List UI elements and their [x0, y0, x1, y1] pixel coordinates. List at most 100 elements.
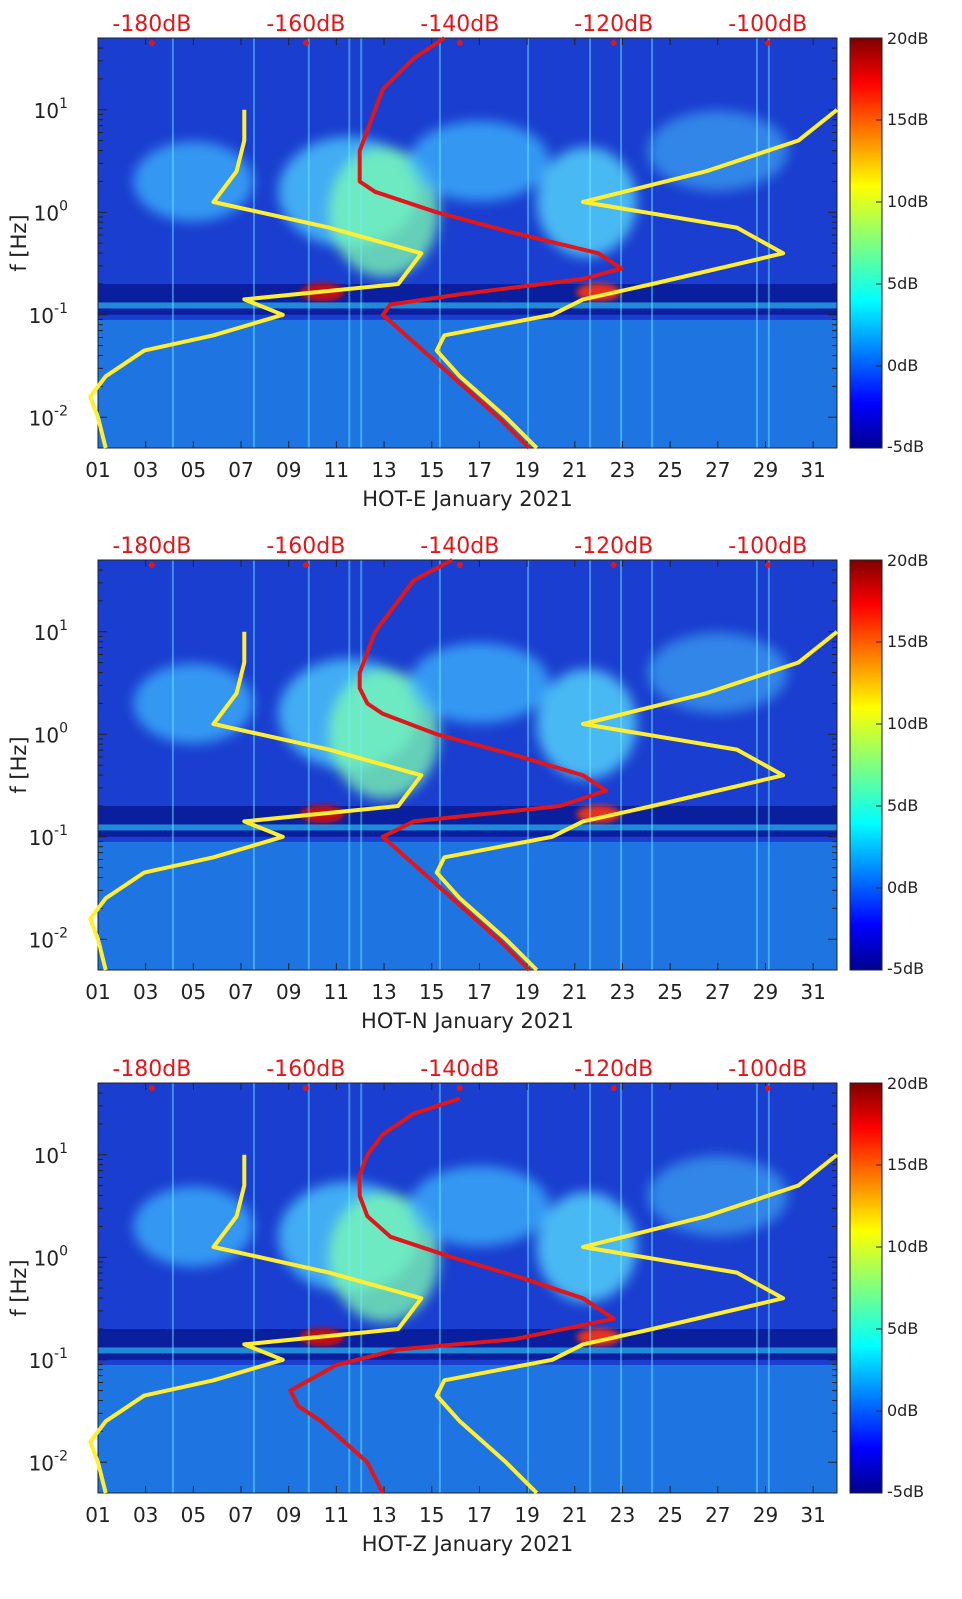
x-tick-label: 23: [610, 980, 635, 1004]
y-tick-label: 101: [34, 618, 68, 645]
panel-3: 01 03 05 07 09 11 13 15 17 19 21 23 25 27 29 31 HOT-Z Ja…: [7, 1057, 929, 1556]
x-tick-label: 09: [276, 458, 301, 482]
colorbar-tick-label: 10dB: [887, 714, 929, 733]
event-streak: [767, 38, 770, 448]
x-tick-label: 21: [562, 1503, 587, 1527]
x-tick-label: 01: [85, 980, 110, 1004]
event-streak: [651, 38, 654, 448]
spectrogram-quiet-band: [98, 284, 837, 315]
db-tick-mark: [610, 1085, 617, 1091]
x-axis-title: HOT-Z January 2021: [362, 1532, 574, 1556]
y-tick-label: 10-2: [29, 925, 68, 952]
db-tick-mark: [764, 562, 771, 568]
event-streak: [620, 560, 623, 970]
colorbar-tick-label: 15dB: [887, 1155, 929, 1174]
event-streak: [348, 38, 351, 448]
colorbar-tick-label: 5dB: [887, 274, 918, 293]
energy-patch: [409, 121, 550, 201]
spectrogram-heatmap: [98, 560, 837, 970]
x-tick-label: 05: [181, 980, 206, 1004]
noise-curve-2: [434, 108, 839, 450]
db-tick-label: -120dB: [574, 1057, 653, 1082]
db-tick-label: -160dB: [266, 1057, 345, 1082]
db-tick-label: -100dB: [728, 534, 807, 559]
y-tick-label: 100: [34, 720, 68, 747]
x-tick-label: 03: [133, 1503, 158, 1527]
event-streak: [360, 1083, 363, 1493]
energy-patch: [329, 1192, 440, 1323]
db-tick-label: -140dB: [420, 12, 499, 37]
energy-patch: [133, 141, 254, 222]
event-streak: [527, 560, 530, 970]
x-tick-label: 13: [371, 458, 396, 482]
colorbar-tick-label: 5dB: [887, 1319, 918, 1338]
event-streak: [438, 560, 441, 970]
x-tick-label: 09: [276, 980, 301, 1004]
event-streak: [252, 38, 255, 448]
y-tick-label: 101: [34, 1141, 68, 1168]
colorbar-gradient: [849, 37, 883, 449]
colorbar-tick-label: 15dB: [887, 632, 929, 651]
panel-2: 01 03 05 07 09 11 13 15 17 19 21 23 25 27 29 31 HOT-N Ja…: [7, 534, 929, 1033]
x-tick-label: 17: [467, 458, 492, 482]
x-tick-label: 21: [562, 458, 587, 482]
event-streak: [307, 38, 310, 448]
db-tick-label: -100dB: [728, 12, 807, 37]
y-axis-title: f [Hz]: [7, 736, 31, 793]
noise-curve-3: [357, 558, 609, 972]
microseism-band: [98, 1347, 837, 1354]
event-streak: [767, 560, 770, 970]
db-tick-mark: [764, 1085, 771, 1091]
event-streak: [651, 560, 654, 970]
top-db-axis: -180dB -160dB -140dB -120dB -100dB: [112, 12, 807, 46]
db-tick-mark: [148, 40, 155, 46]
colorbar: 20dB 15dB 10dB 5dB 0dB -5dB: [849, 29, 929, 456]
x-tick-label: 27: [705, 980, 730, 1004]
spectrogram-energy: [133, 110, 788, 278]
colorbar-tick-label: 20dB: [887, 551, 929, 570]
db-tick-label: -160dB: [266, 534, 345, 559]
event-streak: [620, 1083, 623, 1493]
x-tick-label: 25: [657, 458, 682, 482]
energy-patch: [133, 663, 254, 744]
event-streak: [755, 1083, 758, 1493]
event-streak: [755, 560, 758, 970]
x-tick-label: 19: [514, 980, 539, 1004]
x-tick-label: 15: [419, 458, 444, 482]
db-tick-label: -120dB: [574, 534, 653, 559]
db-tick-mark: [456, 1085, 463, 1091]
event-streak: [360, 38, 363, 448]
event-streak: [755, 38, 758, 448]
event-streak: [589, 1083, 592, 1493]
x-tick-label: 31: [800, 1503, 825, 1527]
x-axis-title: HOT-E January 2021: [362, 487, 572, 511]
y-tick-label: 10-2: [29, 1448, 68, 1475]
event-streak: [348, 560, 351, 970]
db-tick-label: -140dB: [420, 1057, 499, 1082]
energy-patch: [133, 1186, 254, 1267]
x-tick-label: 09: [276, 1503, 301, 1527]
db-tick-mark: [148, 1085, 155, 1091]
db-tick-label: -160dB: [266, 12, 345, 37]
x-tick-label: 31: [800, 980, 825, 1004]
colorbar-tick-label: -5dB: [887, 1482, 924, 1501]
event-streak: [252, 560, 255, 970]
y-tick-label: 100: [34, 1243, 68, 1270]
microseism-band: [98, 302, 837, 309]
event-streak: [307, 560, 310, 970]
db-tick-mark: [302, 40, 309, 46]
y-tick-label: 10-2: [29, 403, 68, 430]
event-streak: [171, 1083, 174, 1493]
y-tick-label: 10-1: [29, 301, 68, 328]
x-axis: 01 03 05 07 09 11 13 15 17 19 21 23 25 27 29 31: [85, 1083, 826, 1527]
x-tick-label: 07: [228, 980, 253, 1004]
x-tick-label: 07: [228, 458, 253, 482]
db-tick-label: -180dB: [112, 12, 191, 37]
colorbar-tick-label: -5dB: [887, 437, 924, 456]
x-tick-label: 13: [371, 1503, 396, 1527]
x-tick-label: 05: [181, 1503, 206, 1527]
energy-patch: [329, 669, 440, 800]
noise-curve-1: [88, 1154, 424, 1494]
x-tick-label: 03: [133, 980, 158, 1004]
